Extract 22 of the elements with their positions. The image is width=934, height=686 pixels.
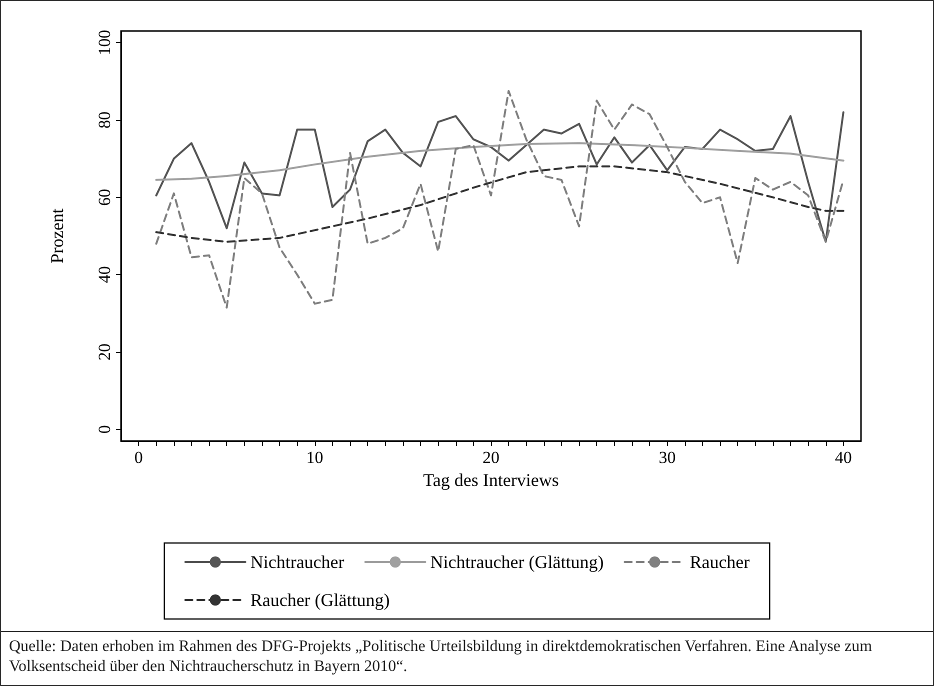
x-tick-label: 10: [306, 448, 324, 467]
y-tick-label: 100: [95, 30, 114, 56]
legend-label: Raucher (Glättung): [250, 590, 390, 610]
y-axis-title: Prozent: [47, 208, 67, 264]
y-tick-label: 20: [95, 344, 114, 361]
y-tick-label: 80: [95, 111, 114, 128]
y-tick-label: 60: [95, 188, 114, 206]
x-tick-label: 20: [482, 448, 500, 467]
line-series: [155, 142, 844, 181]
line-series: [155, 165, 844, 243]
x-tick-label: 40: [834, 448, 852, 467]
legend-label: Raucher: [690, 552, 750, 572]
legend-label: Nichtraucher: [250, 552, 344, 572]
x-tick-label: 30: [658, 448, 676, 467]
line-series: [155, 90, 844, 309]
legend-label: Nichtraucher (Glättung): [430, 552, 604, 572]
x-tick-label: 0: [134, 448, 143, 467]
y-tick-label: 40: [95, 266, 114, 284]
line-series: [155, 111, 844, 243]
x-axis-title: Tag des Interviews: [423, 470, 559, 490]
y-tick-label: 0: [95, 425, 114, 434]
source-note: Quelle: Daten erhoben im Rahmen des DFG-Projekts „Politische Urteilsbildung in direktdemokratischen Verfahren. Eine Analyse zum Volksentscheid über den Nichtraucherschutz in Bayern 2010“.: [9, 637, 874, 677]
